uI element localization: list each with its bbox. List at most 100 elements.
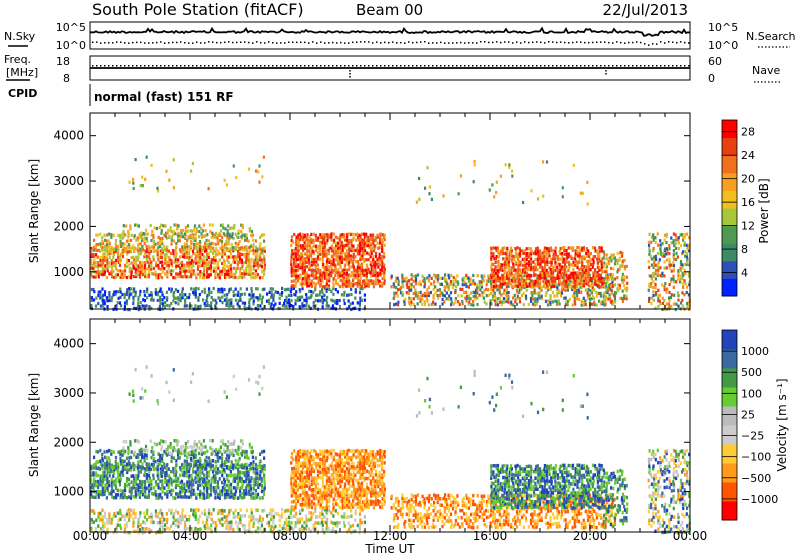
power-cell	[192, 291, 195, 295]
power-cell	[159, 244, 162, 248]
nsearch-point	[176, 41, 178, 44]
power-colorbar-segment	[722, 190, 737, 209]
power-cell	[543, 255, 546, 259]
power-cell	[554, 246, 557, 250]
nsearch-point	[224, 41, 226, 44]
nsearch-point	[420, 41, 422, 43]
power-cell	[546, 299, 549, 303]
power-cell	[308, 281, 311, 285]
power-cell	[609, 297, 612, 301]
power-cell	[500, 293, 503, 297]
power-cell	[419, 290, 422, 294]
power-cell	[121, 269, 124, 273]
power-cell	[212, 255, 215, 260]
power-cell	[416, 296, 419, 300]
power-cell	[115, 304, 118, 308]
power-cell	[129, 227, 132, 231]
power-cell	[203, 266, 206, 270]
power-cell	[374, 238, 377, 242]
power-cell	[342, 298, 346, 302]
velocity-cell	[194, 453, 197, 457]
power-cell	[221, 301, 224, 305]
power-cell	[337, 246, 340, 250]
power-cell	[673, 244, 676, 248]
power-cell	[217, 287, 220, 292]
power-cell	[338, 298, 341, 303]
power-cell	[312, 276, 315, 280]
nsearch-point	[256, 41, 258, 43]
power-cell	[595, 294, 599, 298]
velocity-cell	[130, 480, 133, 484]
nave-point	[204, 65, 206, 67]
velocity-cell	[117, 462, 120, 466]
power-cell	[158, 305, 161, 309]
power-cell	[94, 275, 97, 279]
velocity-cell	[219, 489, 222, 494]
power-cell	[181, 287, 184, 291]
power-cell	[123, 292, 127, 296]
velocity-cell	[245, 486, 248, 490]
power-cell	[133, 236, 136, 240]
power-cell	[461, 302, 464, 306]
power-cell	[350, 247, 353, 251]
nsearch-point	[208, 41, 210, 43]
power-cell	[190, 264, 193, 268]
velocity-cell	[177, 483, 180, 487]
velocity-cell	[216, 467, 220, 471]
velocity-cell	[249, 479, 252, 483]
power-cell	[245, 269, 248, 273]
power-cell	[361, 241, 364, 245]
power-cell	[323, 235, 326, 239]
power-cell	[563, 284, 566, 289]
power-cell	[563, 249, 566, 253]
nsearch-point	[464, 42, 466, 44]
power-cell	[199, 304, 202, 308]
velocity-cell	[216, 483, 219, 487]
velocity-cell	[146, 465, 149, 469]
power-cell	[179, 293, 182, 297]
power-cell	[621, 296, 624, 301]
nave-point	[452, 65, 454, 67]
power-cell	[325, 289, 328, 293]
power-cell	[176, 260, 179, 264]
power-cell	[99, 264, 102, 268]
power-cell	[110, 264, 113, 268]
velocity-cell	[121, 470, 124, 474]
power-cell	[328, 260, 331, 264]
power-cell	[245, 252, 248, 256]
power-cell	[248, 272, 251, 276]
power-cell	[523, 278, 526, 282]
power-cell	[248, 293, 251, 297]
power-cell	[215, 301, 218, 305]
velocity-cell	[104, 462, 107, 466]
power-cell	[247, 255, 250, 259]
power-cell	[361, 238, 364, 242]
velocity-cell	[139, 470, 142, 474]
power-cell	[106, 233, 109, 237]
power-cell	[370, 246, 373, 251]
velocity-cell	[252, 470, 255, 474]
power-cell	[343, 244, 346, 248]
power-cell	[532, 273, 536, 277]
power-cell	[296, 298, 300, 302]
power-cell	[303, 240, 306, 245]
power-cell	[546, 260, 549, 264]
velocity-cell	[104, 455, 107, 460]
power-cell	[441, 291, 444, 295]
power-cell	[544, 263, 547, 267]
power-cell	[343, 273, 346, 277]
power-cell	[172, 252, 175, 256]
power-cell	[374, 262, 378, 267]
power-cell	[545, 251, 549, 256]
power-cell	[551, 300, 554, 304]
velocity-cell	[215, 489, 218, 493]
power-cell	[536, 278, 539, 283]
power-cell	[652, 249, 655, 253]
power-cell	[332, 249, 335, 253]
power-cell	[206, 275, 209, 279]
power-cell	[439, 282, 442, 286]
power-cell	[243, 234, 246, 238]
power-cell	[219, 229, 222, 233]
power-cell	[303, 265, 307, 269]
power-cell	[365, 232, 368, 236]
